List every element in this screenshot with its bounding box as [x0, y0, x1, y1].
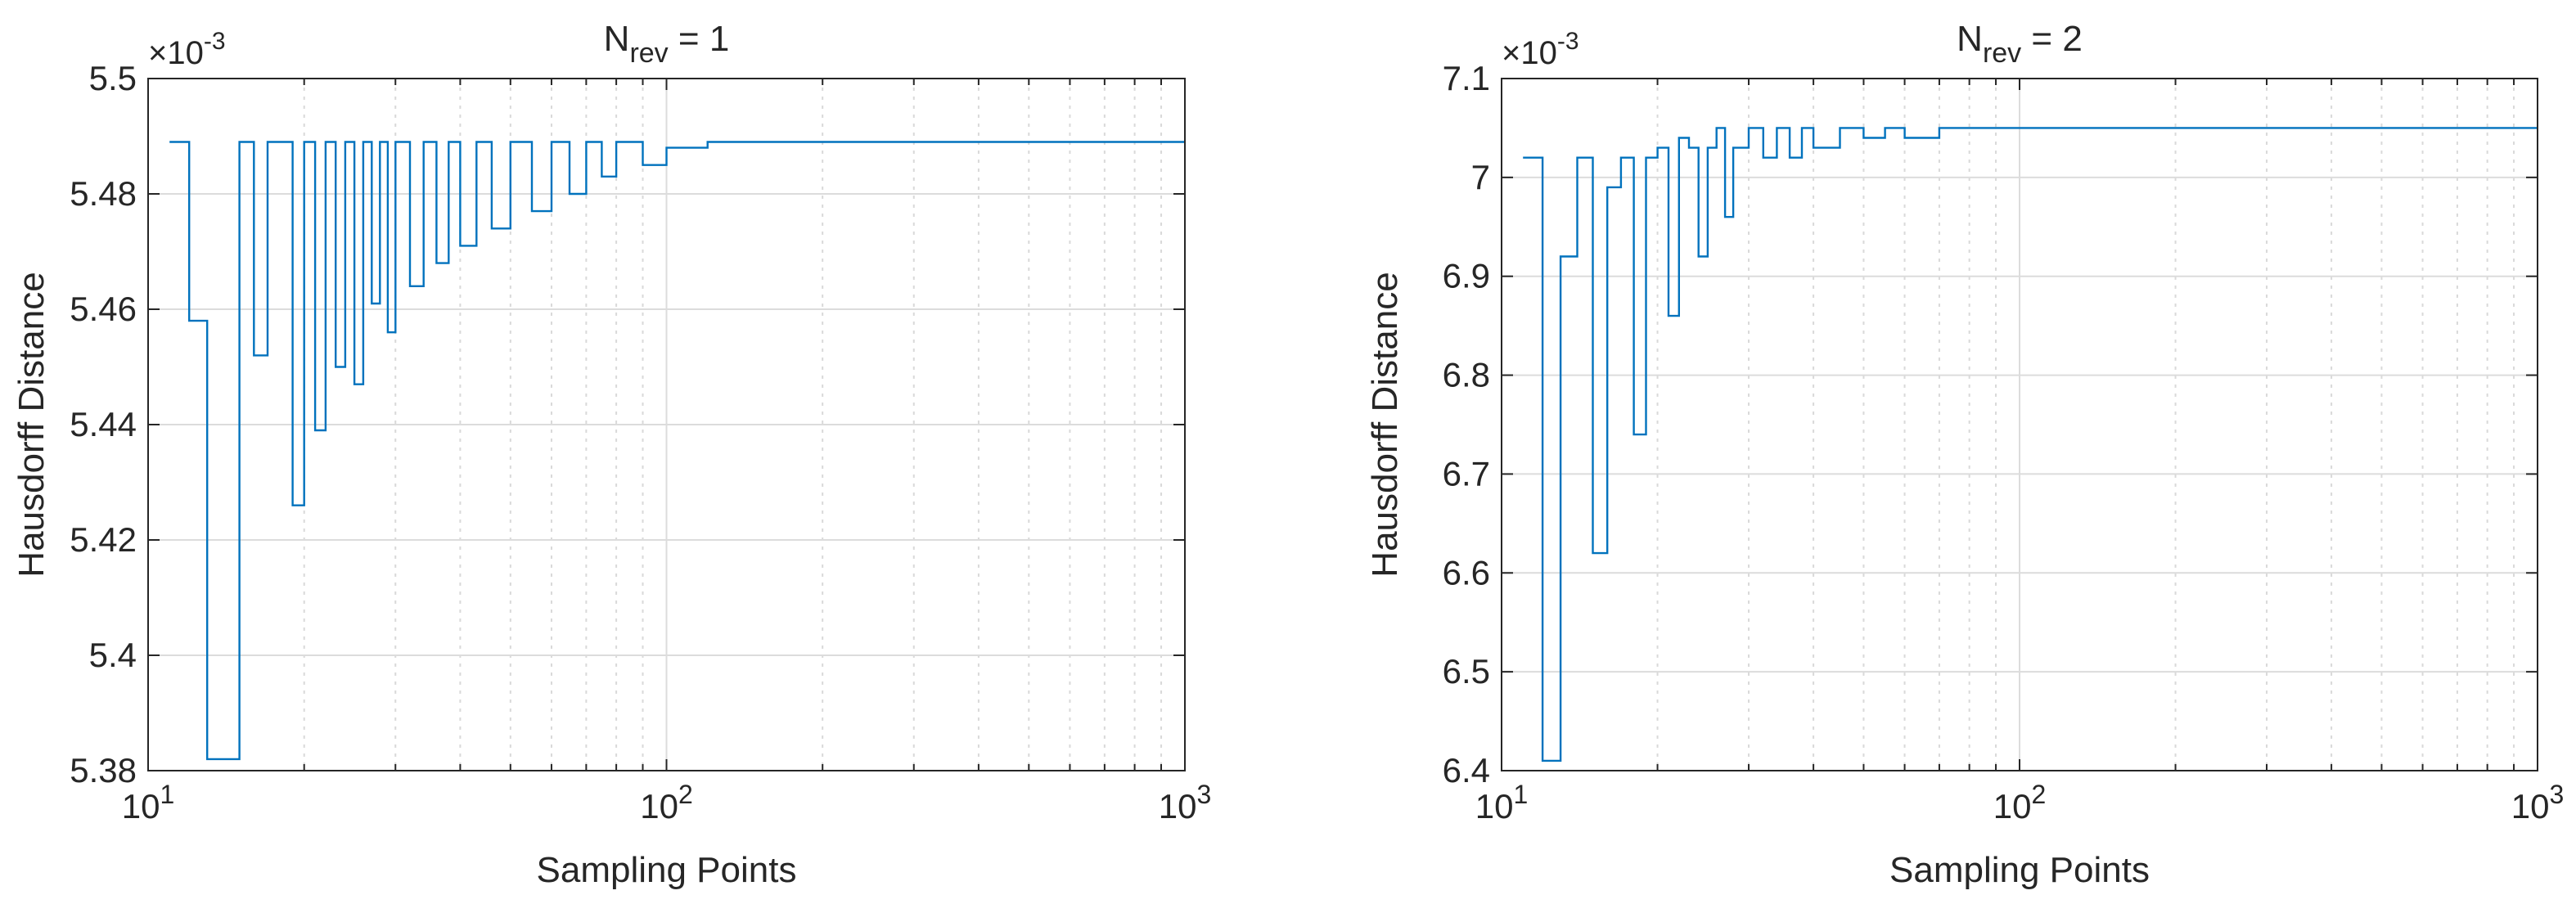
- x-axis-label: Sampling Points: [1889, 850, 2150, 890]
- y-tick-label: 6.5: [1443, 652, 1490, 690]
- y-tick-label: 6.7: [1443, 454, 1490, 492]
- y-tick-label: 6.8: [1443, 356, 1490, 394]
- grid: [1501, 78, 2538, 771]
- x-tick-label: 103: [1159, 780, 1212, 825]
- y-tick-label: 6.9: [1443, 257, 1490, 295]
- y-tick-label: 5.48: [70, 174, 137, 213]
- y-tick-label: 5.42: [70, 520, 137, 559]
- y-tick-label: 5.46: [70, 290, 137, 328]
- y-tick-label: 7: [1471, 158, 1490, 196]
- x-tick-label: 102: [640, 780, 693, 825]
- x-tick-label: 102: [1993, 780, 2047, 825]
- y-tick-label: 5.38: [70, 751, 137, 789]
- y-tick-label: 5.5: [89, 59, 137, 97]
- x-axis-label: Sampling Points: [537, 850, 797, 890]
- y-tick-label: 5.44: [70, 405, 137, 443]
- y-tick-label: 6.6: [1443, 553, 1490, 591]
- y-tick-label: 5.4: [89, 636, 137, 674]
- y-multiplier: ×10-3: [1502, 28, 1579, 71]
- chart-2: 101 102 103 6.4 6.5 6.6 6.7 6.8 6.9 7 7.1 ×10-3 Nrev…: [1365, 19, 2564, 890]
- chart-title: Nrev = 2: [1957, 19, 2083, 69]
- x-tick-label: 101: [122, 780, 175, 825]
- chart-title: Nrev = 1: [604, 19, 730, 69]
- y-tick-label: 6.4: [1443, 751, 1490, 789]
- x-tick-label: 101: [1475, 780, 1529, 825]
- x-tick-label: 103: [2511, 780, 2565, 825]
- y-tick-label: 7.1: [1443, 59, 1490, 97]
- series-line-1: [169, 141, 1185, 761]
- series-line-1: [1523, 127, 2538, 762]
- y-axis-label: Hausdorff Distance: [1365, 272, 1405, 577]
- chart-1: 101 102 103 5.38 5.4 5.42 5.44 5.46 5.48 5.5 ×10-3…: [11, 19, 1211, 890]
- y-axis-label: Hausdorff Distance: [11, 272, 52, 577]
- y-multiplier: ×10-3: [148, 28, 226, 71]
